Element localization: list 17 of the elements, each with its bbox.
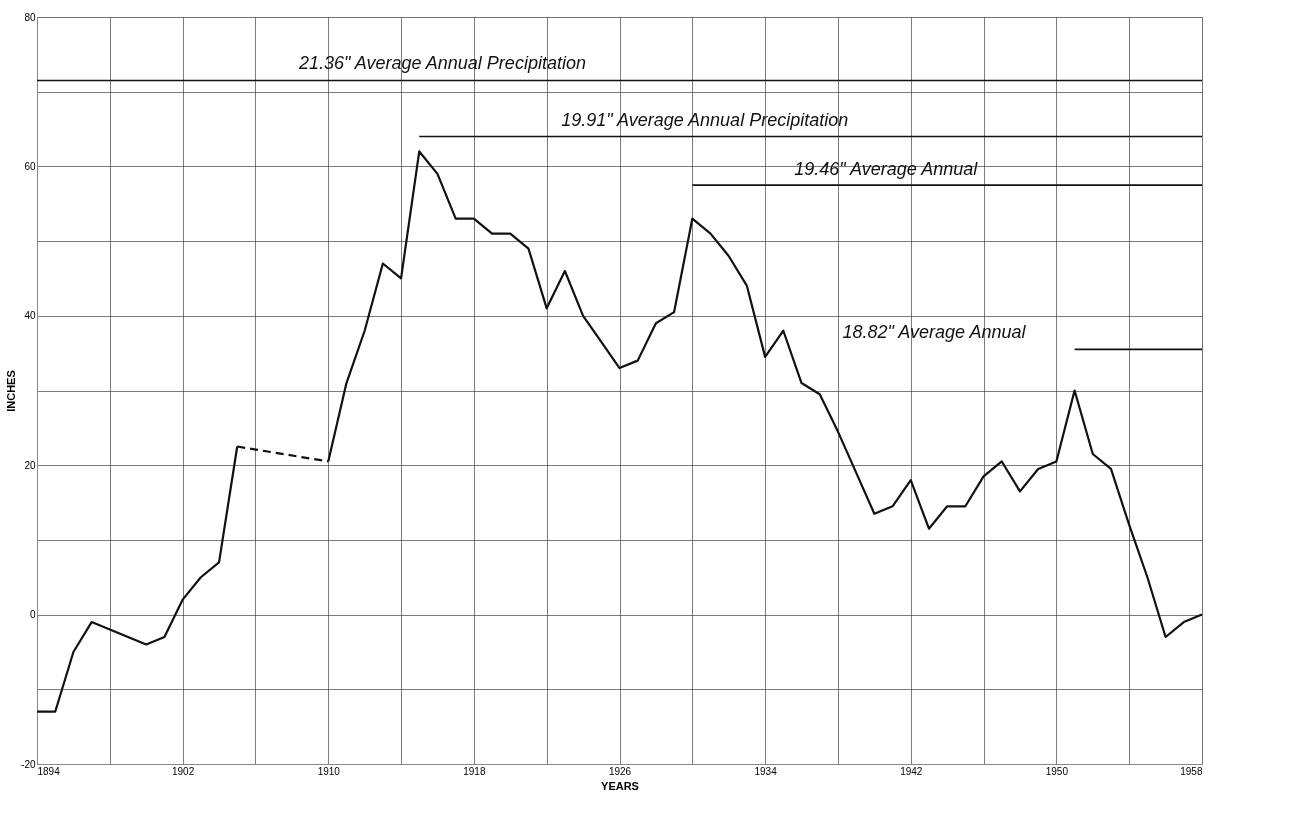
x-tick-label: 1934 xyxy=(754,765,778,777)
x-tick-label: 1958 xyxy=(1180,765,1203,777)
y-tick-label: 20 xyxy=(24,459,36,471)
y-tick-label: 60 xyxy=(24,160,36,172)
x-tick-label: 1894 xyxy=(37,765,61,777)
x-tick-label: 1942 xyxy=(900,765,923,777)
x-tick-label: 1950 xyxy=(1045,765,1069,777)
y-tick-label: 40 xyxy=(24,310,36,322)
y-axis-title: INCHES xyxy=(5,370,18,412)
x-tick-label: 1918 xyxy=(463,765,486,777)
x-tick-label: 1910 xyxy=(317,765,341,777)
x-tick-label: 1926 xyxy=(608,765,632,777)
y-tick-label: -20 xyxy=(21,758,36,770)
y-tick-label: 80 xyxy=(24,11,36,23)
y-tick-label: 0 xyxy=(29,609,36,621)
x-tick-label: 1902 xyxy=(172,765,195,777)
x-axis-title: YEARS xyxy=(601,779,639,792)
